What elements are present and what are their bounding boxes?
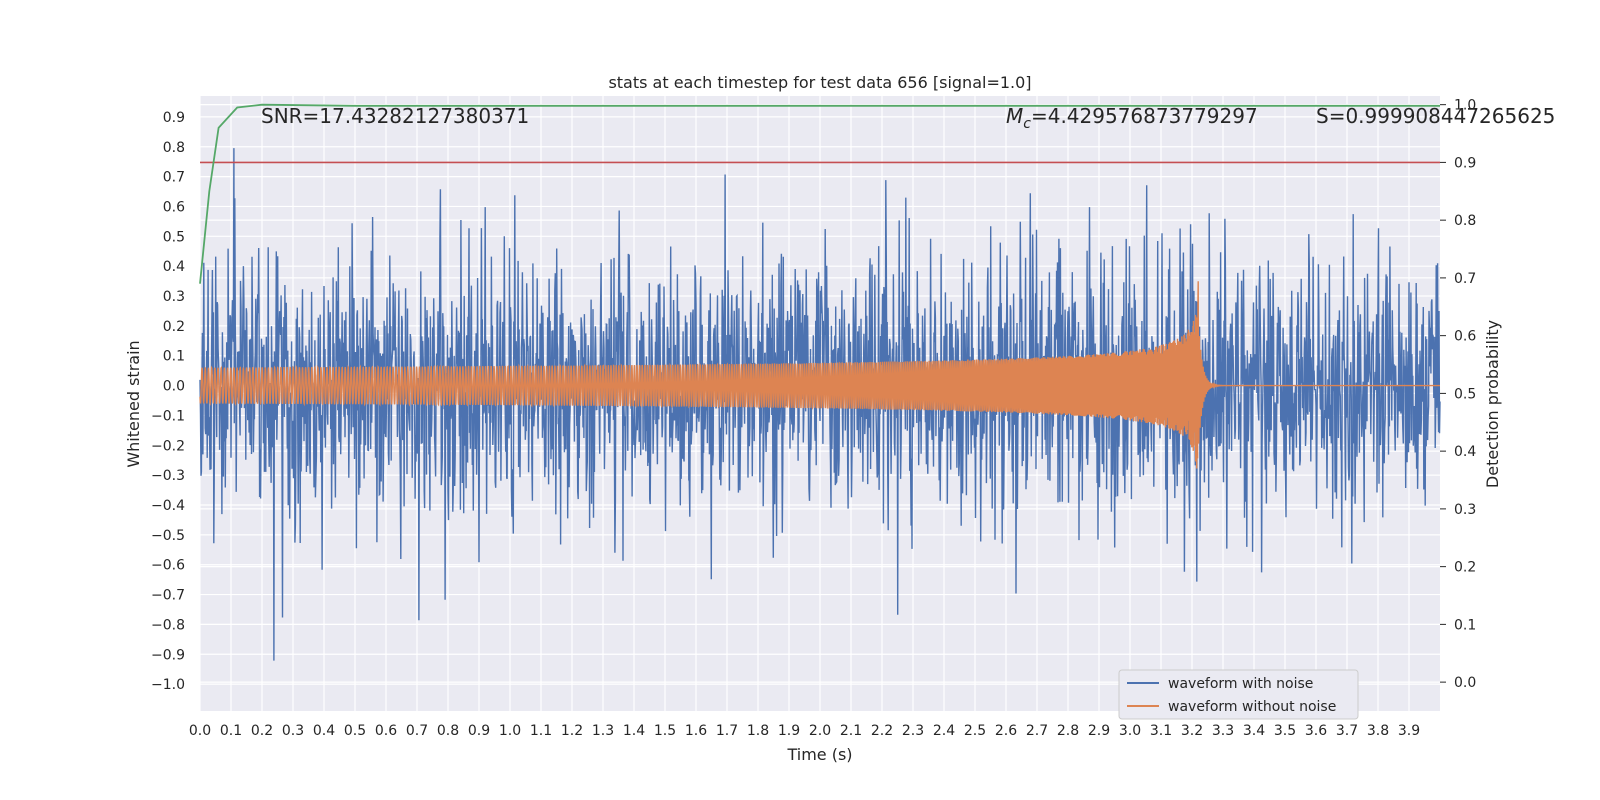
legend-label-clean: waveform without noise [1168, 699, 1336, 715]
x-tick-label: 0.2 [251, 723, 273, 739]
y-tick-label: 0.7 [163, 170, 185, 186]
y-right-tick-label: 0.1 [1454, 617, 1476, 633]
y-right-tick-label: 1.0 [1454, 98, 1476, 114]
y-tick-label: −0.6 [151, 558, 185, 574]
x-tick-label: 0.1 [220, 723, 242, 739]
x-tick-label: 2.3 [902, 723, 924, 739]
y-right-tick-label: 0.4 [1454, 444, 1476, 460]
y-axis-ticks: 0.9 0.8 0.7 0.6 0.5 0.4 0.3 0.2 0.1 0.0 −0.1 −0.2 −0… [151, 110, 185, 693]
x-tick-label: 1.1 [530, 723, 552, 739]
y-tick-label: 0.8 [163, 140, 185, 156]
x-tick-label: 3.3 [1212, 723, 1234, 739]
clean-waveform-line [199, 281, 1440, 469]
x-tick-label: 2.2 [871, 723, 893, 739]
x-tick-label: 2.6 [995, 723, 1017, 739]
x-tick-label: 1.6 [685, 723, 707, 739]
y-axis-label: Whitened strain [124, 340, 143, 467]
x-tick-label: 0.9 [468, 723, 490, 739]
series-waveform-without-noise [199, 281, 1440, 469]
y-tick-label: 0.9 [163, 110, 185, 126]
snr-annotation: SNR=17.43282127380371 [261, 104, 529, 128]
y-tick-label: −0.9 [151, 647, 185, 663]
detection-probability-line [199, 103, 1440, 284]
x-tick-label: 0.8 [437, 723, 459, 739]
y-tick-label: −0.8 [151, 617, 185, 633]
x-tick-label: 2.9 [1088, 723, 1110, 739]
chirp-mass-value: =4.429576873779297 [1031, 104, 1258, 128]
y-tick-label: 0.0 [163, 379, 185, 395]
chirp-mass-subscript: c [1023, 116, 1031, 132]
y-tick-label: 0.5 [163, 229, 185, 245]
x-tick-label: 1.2 [561, 723, 583, 739]
x-tick-label: 0.7 [406, 723, 428, 739]
x-tick-label: 2.8 [1057, 723, 1079, 739]
legend: waveform with noise waveform without noi… [1118, 669, 1359, 720]
y-tick-label: −0.7 [151, 588, 185, 604]
y-right-tick-label: 0.7 [1454, 271, 1476, 287]
x-tick-label: 3.1 [1150, 723, 1172, 739]
y-tick-label: −0.1 [151, 408, 185, 424]
x-tick-label: 1.9 [778, 723, 800, 739]
x-tick-label: 3.7 [1336, 723, 1358, 739]
y-right-tick-label: 0.3 [1454, 502, 1476, 518]
y-tick-label: −0.5 [151, 528, 185, 544]
x-tick-label: 0.5 [344, 723, 366, 739]
x-tick-label: 1.0 [499, 723, 521, 739]
x-tick-label: 0.6 [375, 723, 397, 739]
x-tick-label: 3.8 [1367, 723, 1389, 739]
x-tick-label: 1.5 [654, 723, 676, 739]
y-right-tick-label: 0.0 [1454, 675, 1476, 691]
x-tick-label: 1.7 [716, 723, 738, 739]
x-tick-label: 1.3 [592, 723, 614, 739]
x-tick-label: 0.3 [282, 723, 304, 739]
score-annotation: S=0.999908447265625 [1316, 104, 1555, 128]
y-axis-right-label: Detection probability [1483, 320, 1502, 488]
chart-title: stats at each timestep for test data 656… [608, 73, 1031, 92]
y-right-tick-label: 0.5 [1454, 386, 1476, 402]
y-tick-label: 0.3 [163, 289, 185, 305]
legend-label-noise: waveform with noise [1168, 676, 1313, 692]
y-tick-label: −0.2 [151, 438, 185, 454]
x-tick-label: 1.8 [747, 723, 769, 739]
x-tick-label: 2.7 [1026, 723, 1048, 739]
y-tick-label: −1.0 [151, 677, 185, 693]
x-axis-ticks: 0.0 0.1 0.2 0.3 0.4 0.5 0.6 0.7 0.8 0.9 1.0 1.1 1.2 1… [189, 723, 1420, 739]
x-tick-label: 3.0 [1119, 723, 1141, 739]
y-tick-label: 0.6 [163, 199, 185, 215]
x-tick-label: 1.4 [623, 723, 645, 739]
x-tick-label: 2.0 [809, 723, 831, 739]
x-tick-label: 3.4 [1243, 723, 1265, 739]
y-tick-label: −0.4 [151, 498, 185, 514]
chirp-mass-annotation: Mc=4.429576873779297 [1006, 104, 1258, 132]
y-right-tick-label: 0.8 [1454, 213, 1476, 229]
x-axis-label: Time (s) [786, 745, 852, 764]
x-tick-label: 2.5 [964, 723, 986, 739]
noise-trace-line [199, 148, 1441, 661]
x-tick-label: 3.5 [1274, 723, 1296, 739]
chirp-mass-symbol: M [1006, 104, 1023, 128]
y-right-tick-label: 0.2 [1454, 560, 1476, 576]
y-tick-label: 0.4 [163, 259, 185, 275]
x-tick-label: 0.0 [189, 723, 211, 739]
y-right-tick-label: 0.6 [1454, 329, 1476, 345]
x-tick-label: 3.2 [1181, 723, 1203, 739]
y-axis-right-ticks: 1.0 0.9 0.8 0.7 0.6 0.5 0.4 0.3 0.2 0.1 0.0 [1440, 98, 1476, 691]
x-tick-label: 2.4 [933, 723, 955, 739]
x-tick-label: 2.1 [840, 723, 862, 739]
y-tick-label: 0.2 [163, 319, 185, 335]
y-right-tick-label: 0.9 [1454, 155, 1476, 171]
y-tick-label: 0.1 [163, 349, 185, 365]
x-tick-label: 3.9 [1398, 723, 1420, 739]
x-tick-label: 0.4 [313, 723, 335, 739]
x-tick-label: 3.6 [1305, 723, 1327, 739]
y-tick-label: −0.3 [151, 468, 185, 484]
series-detection-probability [199, 103, 1440, 284]
legend-box [1118, 669, 1359, 720]
series-waveform-with-noise [199, 148, 1441, 661]
